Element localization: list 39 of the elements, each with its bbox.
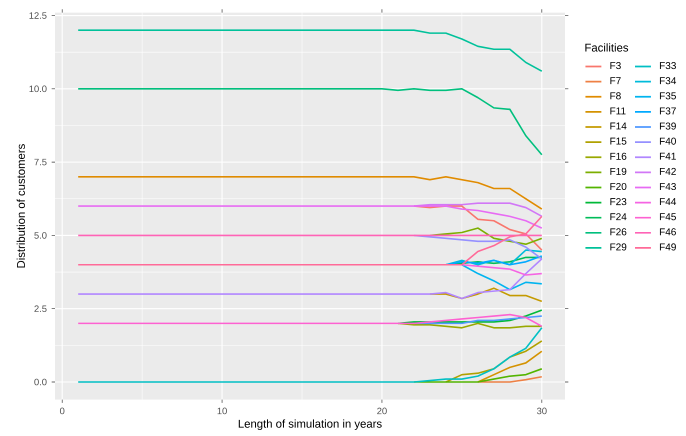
legend-title: Facilities [585, 43, 628, 52]
x-tick-label: 20 [377, 408, 387, 414]
y-tick-label: 12.5 [30, 12, 47, 19]
legend-label: F11 [610, 107, 626, 114]
x-tick-label: 30 [536, 408, 547, 414]
legend-label: F39 [660, 122, 676, 130]
legend-label: F40 [660, 138, 676, 145]
legend-label: F45 [660, 213, 676, 220]
x-tick-label: 0 [60, 408, 64, 414]
legend-label: F46 [660, 228, 676, 236]
legend-label: F20 [610, 182, 626, 190]
y-tick-label: 2.5 [34, 305, 47, 312]
legend-label: F15 [610, 138, 626, 145]
legend-label: F16 [610, 152, 626, 160]
y-tick-label: 5.0 [34, 232, 47, 239]
x-axis-title: Length of simulation in years [238, 419, 382, 430]
y-tick-label: 10.0 [30, 86, 47, 92]
legend-label: F7 [610, 77, 621, 84]
legend-label: F41 [660, 152, 676, 160]
legend-label: F14 [610, 122, 627, 130]
legend-label: F3 [610, 62, 621, 70]
legend-label: F44 [660, 198, 676, 206]
legend-label: F37 [660, 107, 676, 114]
legend-label: F26 [610, 228, 626, 236]
legend-label: F35 [660, 92, 676, 100]
y-tick-label: 7.5 [34, 158, 47, 166]
x-tick-label: 10 [218, 408, 227, 414]
legend-label: F29 [610, 243, 626, 251]
legend-label: F19 [610, 168, 626, 175]
legend-label: F34 [660, 77, 676, 84]
legend-label: F49 [660, 243, 676, 251]
legend-label: F42 [660, 168, 676, 175]
legend-label: F23 [610, 198, 626, 206]
y-axis-title: Distribution of customers [16, 144, 25, 268]
legend-label: F24 [610, 213, 627, 220]
legend-label: F33 [660, 62, 676, 70]
legend-label: F43 [660, 182, 676, 190]
y-tick-label: 0.0 [34, 378, 47, 386]
legend-label: F8 [610, 92, 621, 100]
